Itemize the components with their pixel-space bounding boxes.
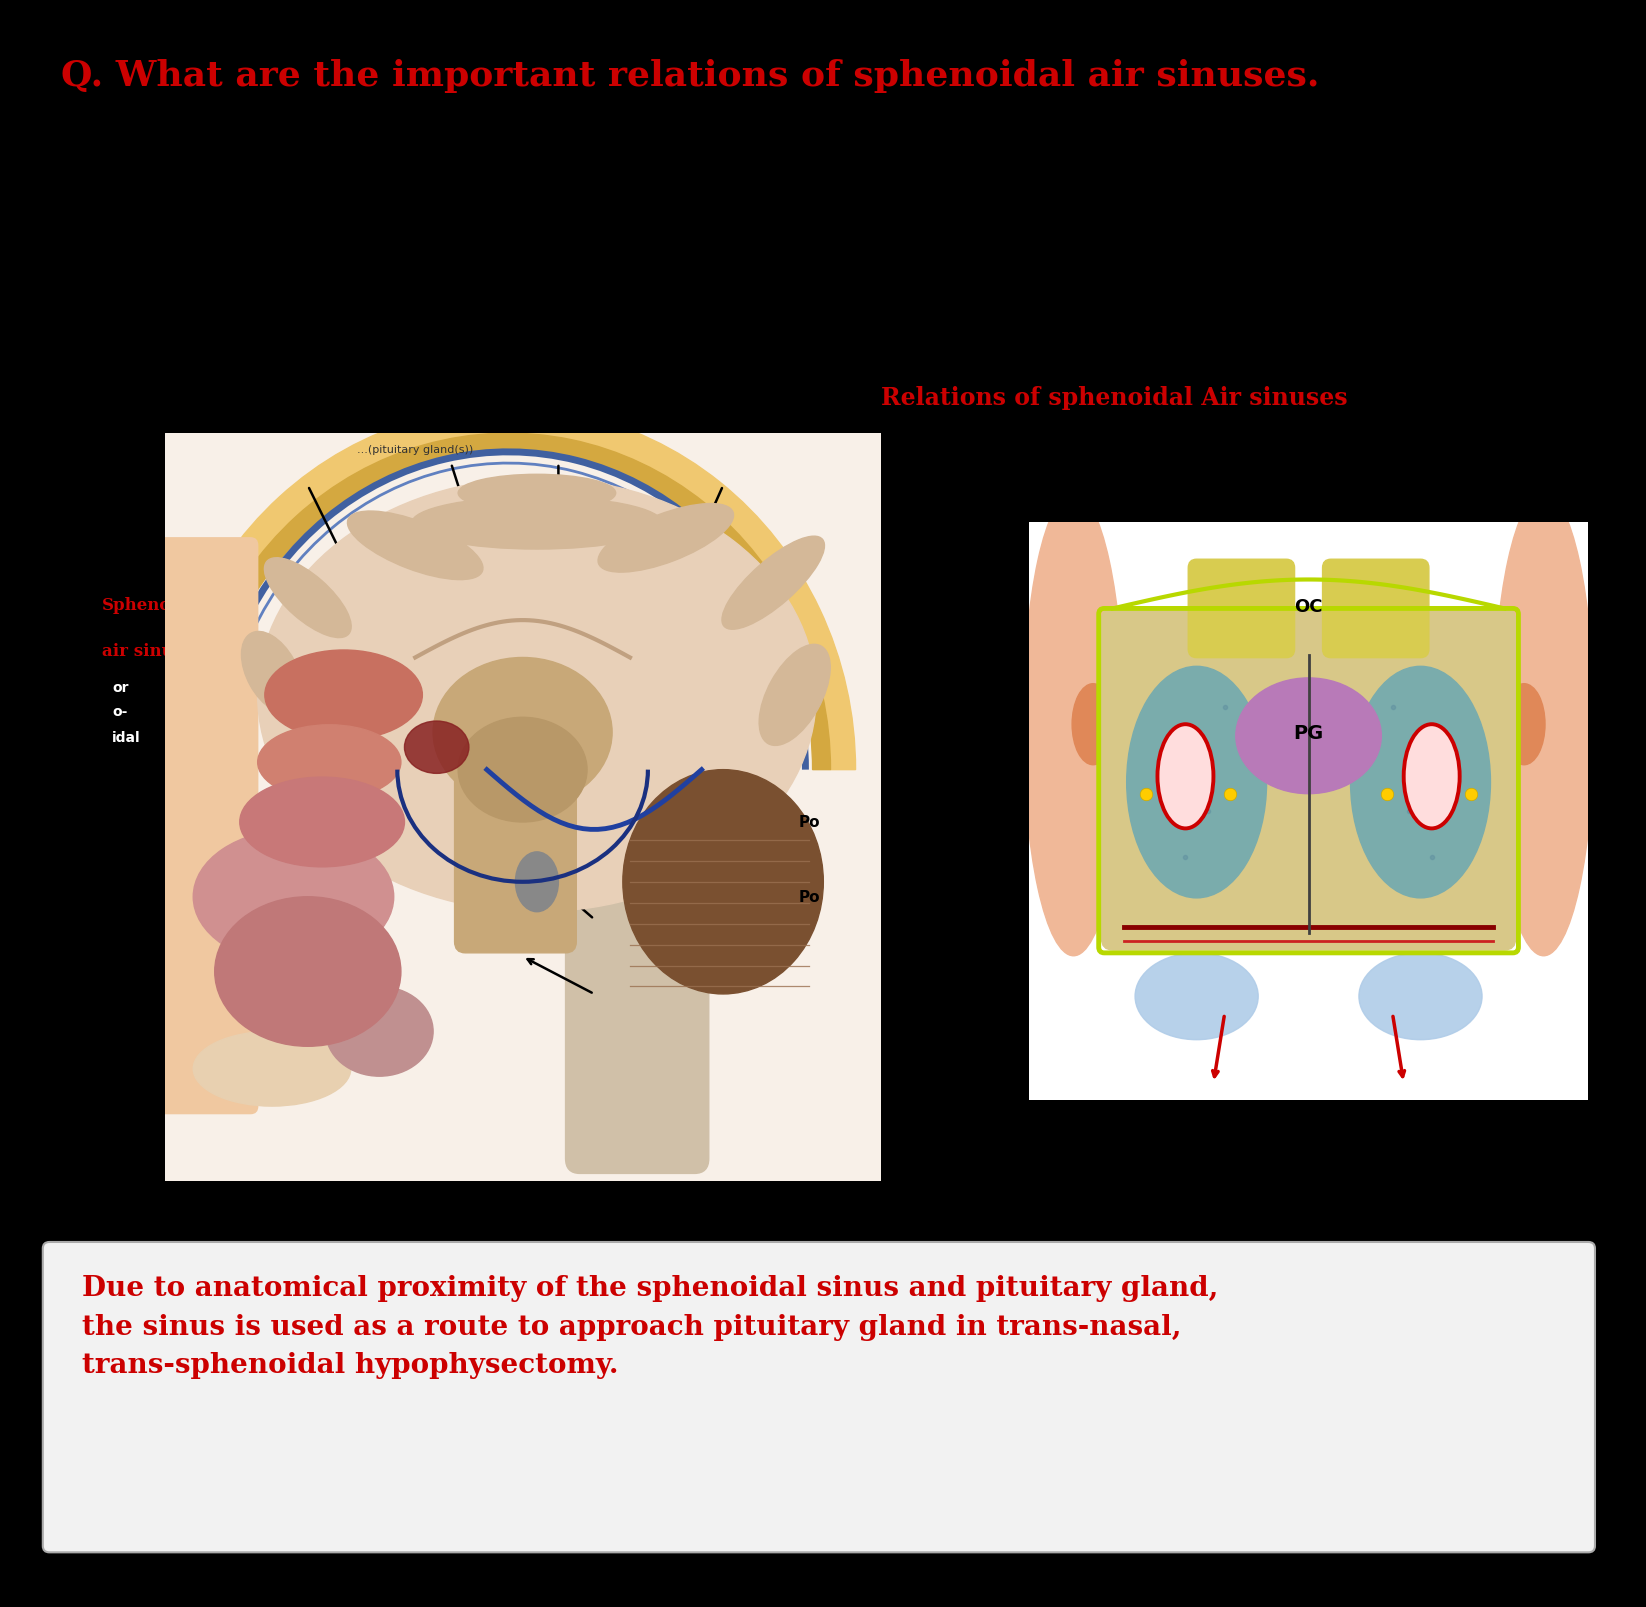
Ellipse shape — [242, 632, 303, 714]
Wedge shape — [161, 408, 856, 951]
FancyBboxPatch shape — [1101, 609, 1516, 950]
Text: OC: OC — [1294, 598, 1323, 615]
Ellipse shape — [326, 987, 433, 1077]
Text: Po: Po — [798, 890, 820, 905]
Ellipse shape — [433, 657, 612, 807]
Ellipse shape — [1024, 493, 1124, 956]
Ellipse shape — [1126, 667, 1267, 898]
FancyBboxPatch shape — [454, 722, 576, 953]
FancyBboxPatch shape — [566, 882, 709, 1173]
Ellipse shape — [1360, 953, 1481, 1040]
Ellipse shape — [1350, 667, 1490, 898]
Ellipse shape — [258, 479, 816, 913]
Ellipse shape — [240, 778, 405, 868]
Text: Sphenoidal: Sphenoidal — [102, 596, 206, 614]
Text: PG: PG — [1294, 723, 1323, 742]
Ellipse shape — [1157, 725, 1213, 829]
Ellipse shape — [1072, 685, 1114, 765]
Ellipse shape — [214, 897, 402, 1046]
Text: Po: Po — [798, 815, 820, 829]
Ellipse shape — [597, 505, 734, 572]
Wedge shape — [186, 434, 831, 938]
Ellipse shape — [412, 498, 662, 550]
Ellipse shape — [759, 644, 830, 746]
Ellipse shape — [1493, 493, 1593, 956]
Text: Relations of sphenoidal Air sinuses: Relations of sphenoidal Air sinuses — [881, 386, 1346, 410]
Ellipse shape — [193, 1032, 351, 1106]
Ellipse shape — [1503, 685, 1546, 765]
Ellipse shape — [258, 725, 402, 800]
Text: idal: idal — [112, 731, 140, 744]
Ellipse shape — [265, 651, 423, 741]
Ellipse shape — [405, 722, 469, 775]
Ellipse shape — [1404, 725, 1460, 829]
Ellipse shape — [347, 511, 482, 580]
Ellipse shape — [458, 476, 616, 513]
Ellipse shape — [265, 558, 351, 638]
Text: ...(pituitary gland(s)): ...(pituitary gland(s)) — [357, 445, 474, 455]
Text: air sinus: air sinus — [102, 643, 183, 660]
FancyBboxPatch shape — [1188, 559, 1295, 659]
Ellipse shape — [515, 852, 558, 913]
Text: or: or — [112, 681, 128, 694]
Ellipse shape — [1136, 953, 1258, 1040]
Text: Due to anatomical proximity of the sphenoidal sinus and pituitary gland,
the sin: Due to anatomical proximity of the sphen… — [82, 1274, 1218, 1379]
FancyBboxPatch shape — [43, 1242, 1595, 1552]
Ellipse shape — [1236, 678, 1381, 794]
Text: o-: o- — [112, 705, 127, 718]
FancyBboxPatch shape — [1323, 559, 1429, 659]
Ellipse shape — [193, 829, 393, 964]
Ellipse shape — [723, 537, 825, 630]
Text: Q. What are the important relations of sphenoidal air sinuses.: Q. What are the important relations of s… — [61, 59, 1320, 93]
FancyBboxPatch shape — [158, 538, 258, 1114]
Ellipse shape — [458, 718, 588, 823]
Ellipse shape — [622, 770, 823, 995]
